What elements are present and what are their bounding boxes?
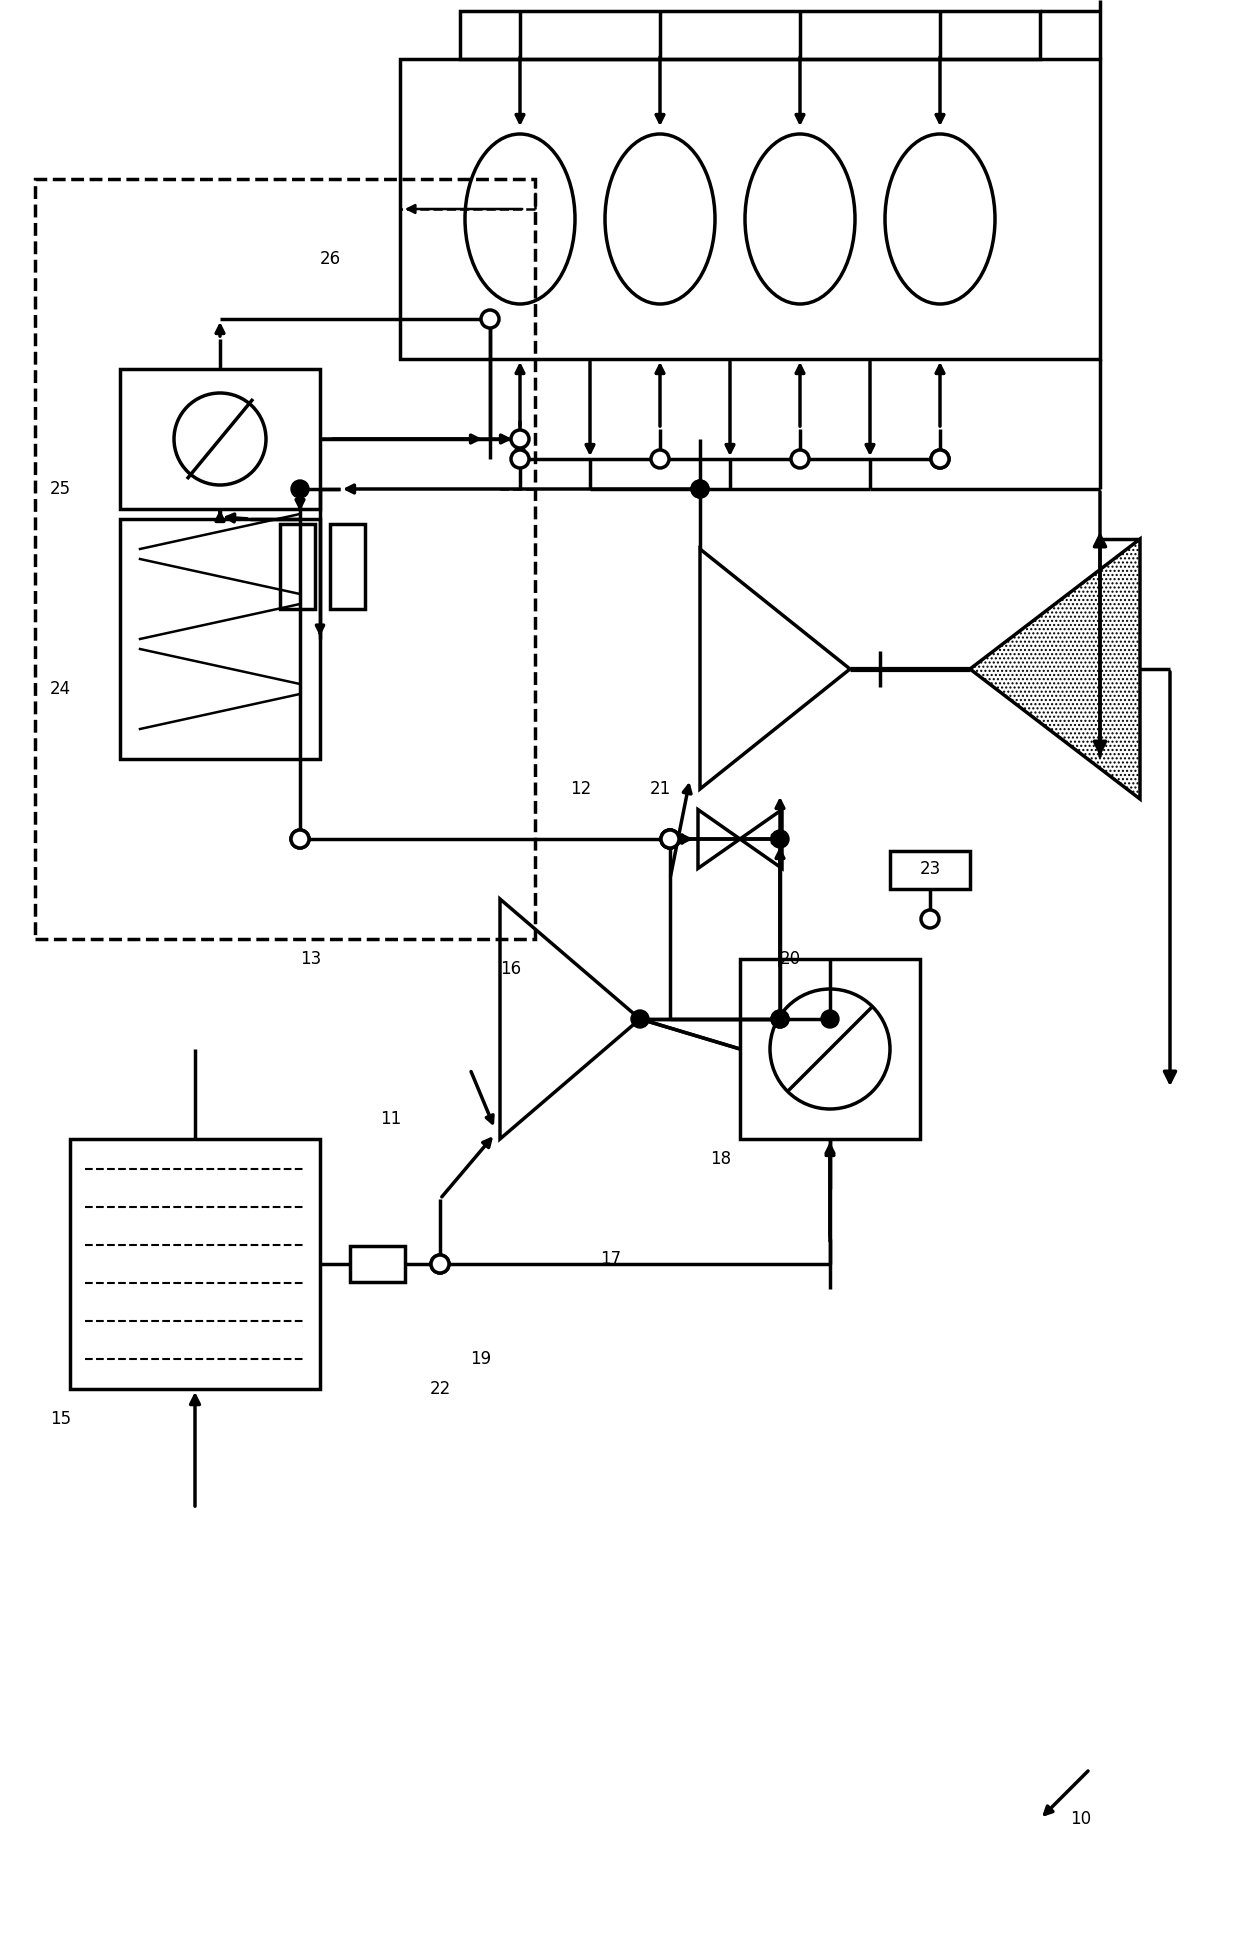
Circle shape <box>821 1010 839 1028</box>
Circle shape <box>691 481 709 498</box>
Text: 23: 23 <box>920 861 941 878</box>
Circle shape <box>651 450 670 467</box>
Circle shape <box>432 1255 449 1274</box>
Circle shape <box>511 450 529 467</box>
Circle shape <box>661 830 680 847</box>
Circle shape <box>661 830 680 847</box>
Text: 20: 20 <box>780 950 801 968</box>
Bar <box>460 12 1040 58</box>
Bar <box>330 524 365 609</box>
Text: 13: 13 <box>300 950 321 968</box>
Circle shape <box>631 1010 649 1028</box>
Circle shape <box>921 909 939 929</box>
Text: 10: 10 <box>1070 1809 1091 1828</box>
Circle shape <box>691 481 709 498</box>
Circle shape <box>661 830 680 847</box>
Circle shape <box>931 450 949 467</box>
Text: 24: 24 <box>50 681 71 698</box>
Text: 25: 25 <box>50 481 71 498</box>
Circle shape <box>931 450 949 467</box>
Circle shape <box>291 481 309 498</box>
Circle shape <box>432 1255 449 1274</box>
Text: 18: 18 <box>711 1150 732 1167</box>
Circle shape <box>771 1010 789 1028</box>
Circle shape <box>291 830 309 847</box>
Circle shape <box>481 310 498 328</box>
Bar <box>401 58 1100 359</box>
Text: 16: 16 <box>500 960 521 977</box>
Bar <box>740 960 920 1138</box>
Bar <box>350 1247 405 1282</box>
Circle shape <box>791 450 808 467</box>
Text: 21: 21 <box>650 779 671 799</box>
Bar <box>69 1138 320 1388</box>
Bar <box>35 178 534 938</box>
Bar <box>280 524 315 609</box>
Polygon shape <box>970 539 1140 799</box>
Circle shape <box>511 430 529 448</box>
Bar <box>890 851 970 888</box>
Bar <box>120 520 320 758</box>
Bar <box>120 368 320 510</box>
Text: 11: 11 <box>379 1109 402 1128</box>
Circle shape <box>771 830 789 847</box>
Text: 12: 12 <box>570 779 591 799</box>
Text: 17: 17 <box>600 1251 621 1268</box>
Text: 19: 19 <box>470 1350 491 1369</box>
Circle shape <box>771 1010 789 1028</box>
Text: 22: 22 <box>430 1381 451 1398</box>
Text: 26: 26 <box>320 250 341 268</box>
Circle shape <box>291 830 309 847</box>
Text: 15: 15 <box>50 1410 71 1427</box>
